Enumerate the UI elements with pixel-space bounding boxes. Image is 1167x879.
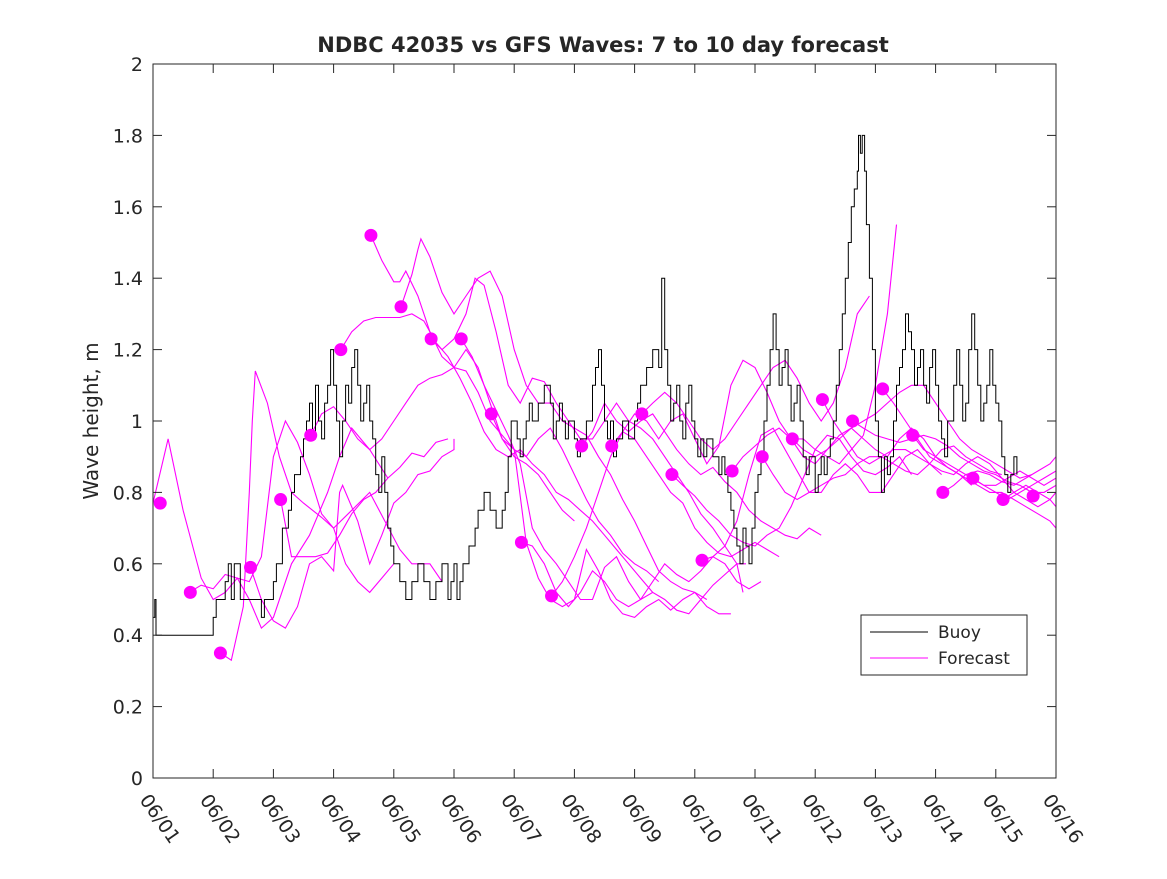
forecast-marker <box>274 493 288 507</box>
legend: Buoy Forecast <box>860 614 1028 676</box>
forecast-marker <box>304 428 318 442</box>
y-tick-label: 1.2 <box>113 340 143 362</box>
y-tick-label: 0 <box>131 768 143 790</box>
forecast-marker <box>575 439 589 453</box>
y-tick-label: 1 <box>131 411 143 433</box>
forecast-trace <box>220 370 443 662</box>
forecast-trace <box>671 434 912 547</box>
forecast-marker <box>695 553 709 567</box>
forecast-trace <box>188 419 395 594</box>
y-tick-label: 0.4 <box>113 625 143 647</box>
forecast-marker <box>785 432 799 446</box>
forecast-markers <box>153 228 1040 660</box>
forecast-marker <box>725 464 739 478</box>
forecast-trace <box>611 224 898 465</box>
forecast-trace <box>972 470 1056 501</box>
forecast-trace <box>340 313 654 593</box>
forecast-marker <box>394 300 408 314</box>
forecast-marker <box>244 560 258 574</box>
forecast-traces <box>153 224 1056 662</box>
y-axis-label: Wave height, m <box>79 342 103 499</box>
forecast-trace <box>249 438 455 629</box>
forecast-marker <box>996 493 1010 507</box>
y-tick-label: 1.4 <box>113 268 143 290</box>
forecast-marker <box>484 407 498 421</box>
y-tick-label: 0.6 <box>113 554 143 576</box>
y-tick-label: 2 <box>131 54 143 76</box>
legend-buoy-label: Buoy <box>938 623 981 643</box>
forecast-marker <box>876 382 890 396</box>
forecast-marker <box>545 589 559 603</box>
forecast-marker <box>635 407 649 421</box>
forecast-marker <box>514 535 528 549</box>
forecast-trace <box>153 427 389 630</box>
y-tick-label: 0.8 <box>113 482 143 504</box>
forecast-trace <box>521 541 762 608</box>
forecast-marker <box>454 332 468 346</box>
forecast-trace <box>551 430 780 597</box>
forecast-trace <box>310 348 575 522</box>
forecast-marker <box>213 646 227 660</box>
buoy-series <box>153 134 1018 636</box>
forecast-trace <box>852 420 1056 493</box>
forecast-trace <box>280 438 449 558</box>
forecast-trace <box>641 295 870 451</box>
forecast-marker <box>755 450 769 464</box>
forecast-marker <box>334 343 348 357</box>
forecast-trace <box>1002 484 1056 508</box>
forecast-marker <box>846 414 860 428</box>
forecast-marker <box>364 228 378 242</box>
forecast-marker <box>183 585 197 599</box>
y-axis: 0 0.2 0.4 0.6 0.8 1 1.2 1.4 1.6 1.8 2 <box>113 54 1056 790</box>
forecast-marker <box>605 439 619 453</box>
forecast-marker <box>1026 489 1040 503</box>
forecast-marker <box>424 332 438 346</box>
legend-forecast-label: Forecast <box>938 649 1010 669</box>
forecast-trace <box>490 413 731 619</box>
forecast-marker <box>906 428 920 442</box>
y-tick-label: 1.6 <box>113 197 143 219</box>
forecast-trace <box>791 384 1033 479</box>
forecast-marker <box>665 468 679 482</box>
forecast-marker <box>815 393 829 407</box>
forecast-trace <box>370 235 660 583</box>
y-tick-label: 1.8 <box>113 125 143 147</box>
legend-box <box>860 614 1028 676</box>
y-tick-label: 0.2 <box>113 697 143 719</box>
forecast-trace <box>701 427 942 561</box>
forecast-marker <box>966 471 980 485</box>
forecast-trace <box>581 401 822 540</box>
forecast-trace <box>821 399 1056 508</box>
forecast-marker <box>936 485 950 499</box>
chart-title: NDBC 42035 vs GFS Waves: 7 to 10 day for… <box>317 33 888 57</box>
forecast-marker <box>153 496 167 510</box>
buoy-line <box>153 134 1018 636</box>
forecast-trace <box>942 456 1056 493</box>
